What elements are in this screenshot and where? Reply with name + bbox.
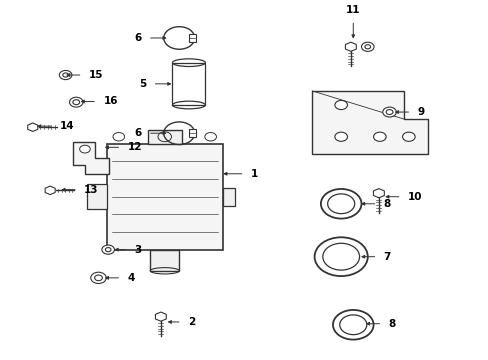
Text: 5: 5 — [139, 79, 146, 89]
Circle shape — [334, 100, 347, 109]
Circle shape — [402, 132, 414, 141]
Polygon shape — [106, 144, 223, 249]
Circle shape — [73, 100, 80, 105]
Polygon shape — [150, 249, 179, 271]
Circle shape — [334, 132, 347, 141]
Text: 4: 4 — [127, 273, 135, 283]
Polygon shape — [45, 186, 55, 195]
Circle shape — [91, 272, 106, 283]
Text: 11: 11 — [346, 5, 360, 15]
Text: 12: 12 — [127, 142, 142, 152]
Polygon shape — [147, 130, 181, 144]
Polygon shape — [73, 142, 109, 174]
Polygon shape — [311, 91, 427, 154]
Polygon shape — [345, 42, 356, 51]
Text: 6: 6 — [134, 33, 141, 43]
Circle shape — [102, 245, 114, 254]
Text: 10: 10 — [407, 192, 422, 202]
Polygon shape — [223, 188, 234, 206]
Circle shape — [69, 97, 83, 107]
Circle shape — [95, 275, 102, 281]
Text: 16: 16 — [103, 96, 118, 107]
Circle shape — [59, 71, 72, 80]
Polygon shape — [155, 312, 166, 321]
Circle shape — [62, 73, 68, 77]
Text: 6: 6 — [134, 128, 141, 138]
Circle shape — [364, 45, 370, 49]
Text: 2: 2 — [187, 317, 195, 327]
Circle shape — [373, 132, 386, 141]
Circle shape — [361, 42, 373, 51]
Text: 13: 13 — [84, 185, 98, 195]
Text: 9: 9 — [417, 107, 424, 117]
Circle shape — [386, 109, 392, 114]
Circle shape — [80, 145, 90, 153]
Text: 15: 15 — [89, 70, 103, 80]
Text: 8: 8 — [388, 319, 395, 329]
Polygon shape — [87, 184, 106, 209]
Text: 3: 3 — [135, 245, 142, 255]
Polygon shape — [188, 34, 196, 42]
Text: 8: 8 — [383, 199, 390, 209]
Polygon shape — [373, 189, 384, 198]
Text: 7: 7 — [383, 252, 390, 262]
Circle shape — [382, 107, 395, 117]
Polygon shape — [188, 129, 196, 137]
Text: 1: 1 — [250, 169, 258, 179]
Circle shape — [105, 248, 111, 252]
Text: 14: 14 — [60, 121, 74, 131]
Polygon shape — [28, 123, 38, 131]
